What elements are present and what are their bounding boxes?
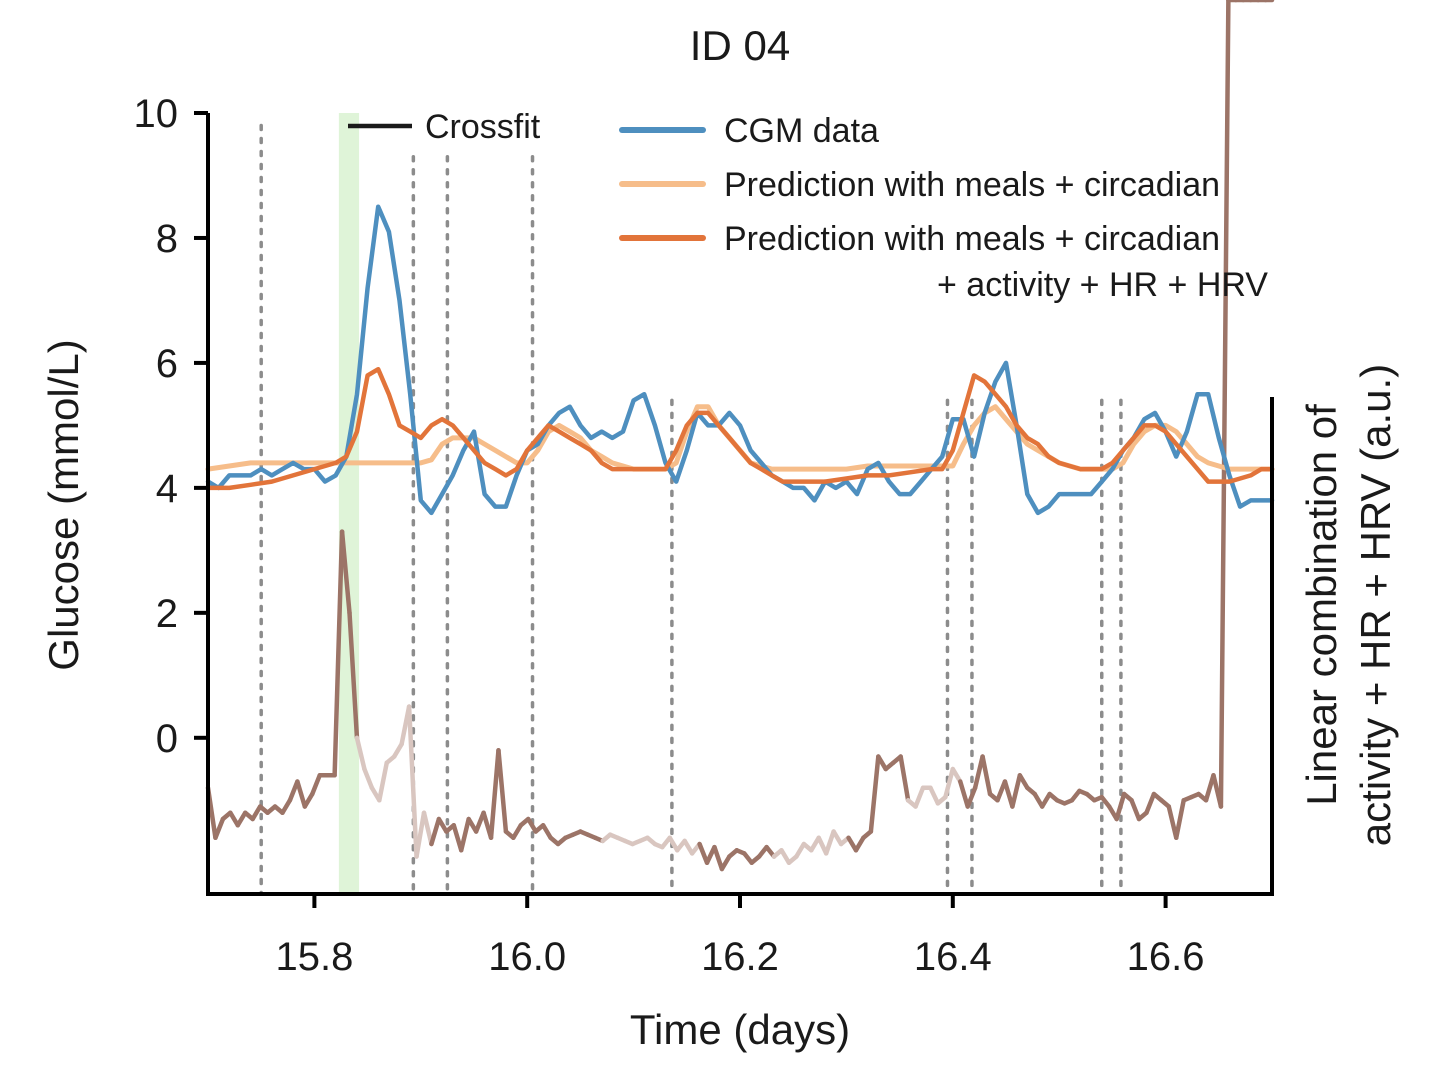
- combo-series-layer: [205, 0, 1275, 872]
- combo-segment: [1114, 791, 1127, 822]
- combo-segment: [377, 760, 390, 803]
- combo-segment: [957, 779, 970, 809]
- combo-segment: [496, 748, 509, 834]
- axes-layer: 0 2 4 6 8 10 15.8 16.0 16.2 16.4 16.6 Linear combin…: [134, 92, 1400, 979]
- combo-segment: [332, 529, 345, 778]
- combo-segment: [794, 841, 807, 859]
- combo-segment: [339, 529, 352, 616]
- combo-segment: [488, 748, 501, 841]
- x-axis-title: Time (days): [630, 1006, 850, 1053]
- combo-segment: [213, 816, 226, 841]
- glucose-series-layer: [205, 204, 1275, 516]
- combo-segment: [391, 741, 404, 759]
- combo-segment: [1017, 773, 1030, 791]
- combo-segment: [406, 704, 419, 859]
- y-tick-label: 8: [156, 217, 178, 261]
- combo-segment: [1010, 773, 1023, 809]
- x-tick-label: 16.0: [488, 935, 566, 979]
- combo-segment: [436, 816, 449, 834]
- right-axis-title-line: Linear combination of: [1298, 404, 1345, 806]
- combo-segment: [950, 766, 963, 784]
- combo-segment: [980, 754, 993, 797]
- combo-segment: [458, 816, 471, 853]
- combo-segment: [421, 810, 434, 847]
- combo-segment: [235, 810, 248, 828]
- combo-segment: [682, 838, 695, 856]
- combo-segment: [511, 823, 524, 841]
- y-tick-label: 0: [156, 717, 178, 761]
- y-tick-label: 10: [134, 92, 179, 136]
- combo-segment: [295, 779, 308, 809]
- combo-segment: [1218, 0, 1231, 809]
- combo-segment: [712, 844, 725, 872]
- x-tick-label: 16.4: [914, 935, 992, 979]
- legend-label-2: + activity + HR + HRV: [937, 266, 1268, 304]
- legend-label-1: Prediction with meals + circadian: [724, 166, 1220, 204]
- combo-segment: [1039, 791, 1052, 809]
- combo-segment: [876, 754, 889, 772]
- x-tick-label: 16.2: [701, 935, 779, 979]
- background-layer: [338, 113, 360, 894]
- y-axis-title: Glucose (mmol/L): [40, 339, 87, 670]
- combo-segment: [1129, 798, 1142, 822]
- combo-segment: [302, 791, 315, 809]
- combo-segment: [823, 829, 836, 856]
- combo-segment: [347, 610, 360, 741]
- x-tick-label: 16.6: [1127, 935, 1205, 979]
- titles-layer: ID 04 Time (days) Glucose (mmol/L): [40, 22, 850, 1053]
- x-tick-label: 15.8: [275, 935, 353, 979]
- crossfit-legend-label: Crossfit: [425, 108, 541, 146]
- combo-segment: [719, 854, 732, 872]
- combo-segment: [928, 785, 941, 806]
- combo-segment: [310, 773, 322, 797]
- y-tick-label: 4: [156, 467, 178, 511]
- combo-segment: [697, 841, 710, 866]
- combo-segment: [354, 735, 367, 772]
- combo-segment: [965, 785, 978, 809]
- legend: Crossfit CGM data Prediction with meals + …: [348, 108, 1268, 304]
- y-tick-label: 6: [156, 342, 178, 386]
- series-line-2: [205, 366, 1275, 491]
- combo-segment: [362, 766, 375, 791]
- combo-segment: [667, 835, 680, 853]
- crossfit-span: [338, 113, 360, 894]
- combo-segment: [540, 823, 553, 841]
- right-axis-title-line: activity + HR + HRV (a.u.): [1352, 364, 1399, 846]
- combo-segment: [779, 848, 792, 866]
- combo-segment: [853, 835, 866, 853]
- legend-label-0: CGM data: [724, 112, 879, 150]
- combo-segment: [526, 816, 538, 834]
- combo-segment: [429, 816, 442, 847]
- chart-title: ID 04: [690, 22, 790, 69]
- combo-segment: [1144, 791, 1157, 816]
- combo-segment: [943, 766, 956, 800]
- combo-segment: [280, 798, 293, 816]
- combo-segment: [831, 829, 844, 847]
- combo-segment: [868, 754, 881, 834]
- combo-segment: [250, 804, 263, 822]
- legend-label-2: Prediction with meals + circadian: [724, 220, 1220, 258]
- combo-segment: [913, 785, 926, 809]
- series-line-0: [205, 204, 1275, 516]
- y-tick-label: 2: [156, 592, 178, 636]
- combo-segment: [898, 754, 911, 803]
- combo-segment: [1173, 798, 1186, 841]
- combo-segment: [414, 810, 427, 859]
